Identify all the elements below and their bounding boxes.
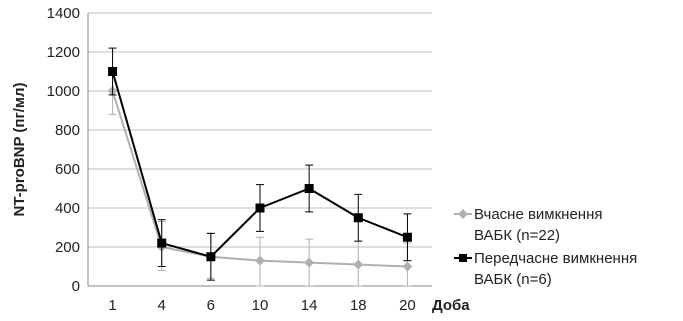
- data-point-series-2-10: [255, 203, 265, 213]
- series-layer: [107, 47, 413, 287]
- x-tick-label-18: 18: [350, 297, 367, 314]
- data-point-series-2-6: [206, 252, 216, 262]
- y-tick-label-200: 200: [55, 239, 80, 256]
- y-tick-label-0: 0: [72, 278, 80, 295]
- x-tick-label-20: 20: [399, 297, 416, 314]
- legend-label-series-2-line-2: ВАБК (n=6): [474, 271, 552, 288]
- legend-item-series-1: Вчасне вимкнення ВАБК (n=22): [454, 206, 603, 244]
- y-tick-label-400: 400: [55, 200, 80, 217]
- x-tick-label-1: 1: [108, 297, 116, 314]
- x-tick-label-4: 4: [158, 297, 166, 314]
- legend: Вчасне вимкнення ВАБК (n=22) Передчасне …: [454, 206, 637, 288]
- y-axis-label: NT-proBNP (пг/мл): [11, 83, 28, 217]
- y-tick-label-1200: 1200: [47, 44, 80, 61]
- legend-swatch-marker-series-1: [458, 209, 468, 219]
- gridlines: [87, 12, 432, 287]
- data-point-series-1-10: [255, 255, 265, 266]
- data-point-series-1-14: [304, 257, 315, 268]
- y-tick-label-1400: 1400: [47, 5, 80, 22]
- data-point-series-2-18: [353, 213, 363, 223]
- series-1: [107, 71, 413, 287]
- y-axis-ticks: 0 200 400 600 800 1000 1200 1400: [47, 5, 80, 295]
- legend-label-series-1-line-2: ВАБК (n=22): [474, 227, 560, 244]
- legend-item-series-2: Передчасне вимкнення ВАБК (n=6): [454, 250, 637, 288]
- legend-swatch-marker-series-2: [459, 254, 467, 262]
- x-axis-unit-label: Доба: [432, 297, 470, 314]
- y-tick-label-1000: 1000: [47, 83, 80, 100]
- y-tick-label-800: 800: [55, 122, 80, 139]
- data-point-series-2-1: [108, 67, 118, 76]
- legend-label-series-1-line-1: Вчасне вимкнення: [474, 206, 603, 223]
- data-point-series-1-18: [353, 259, 364, 270]
- x-tick-label-10: 10: [252, 297, 269, 314]
- x-tick-label-14: 14: [301, 297, 318, 314]
- x-axis-ticks: 1 4 6 10 14 18 20: [108, 297, 415, 314]
- x-tick-label-6: 6: [207, 297, 215, 314]
- series-2: [108, 47, 412, 281]
- y-tick-label-600: 600: [55, 161, 80, 178]
- legend-label-series-2-line-1: Передчасне вимкнення: [474, 250, 637, 267]
- data-point-series-1-20: [402, 261, 413, 272]
- data-point-series-2-14: [304, 184, 314, 193]
- data-point-series-2-20: [402, 232, 412, 242]
- data-point-series-2-4: [157, 238, 167, 248]
